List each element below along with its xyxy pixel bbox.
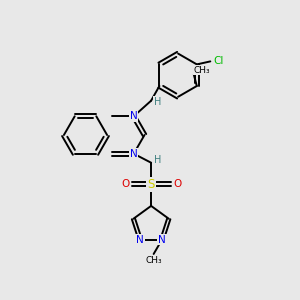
Text: CH₃: CH₃ [194,66,211,75]
Text: S: S [147,178,155,191]
Text: N: N [158,235,166,244]
Text: O: O [121,179,129,189]
Text: N: N [130,149,138,159]
Text: O: O [173,179,181,189]
Text: N: N [136,235,144,244]
Text: H: H [154,97,161,107]
Text: Cl: Cl [214,56,224,66]
Text: H: H [154,155,161,165]
Text: CH₃: CH₃ [145,256,162,265]
Text: N: N [130,111,138,121]
